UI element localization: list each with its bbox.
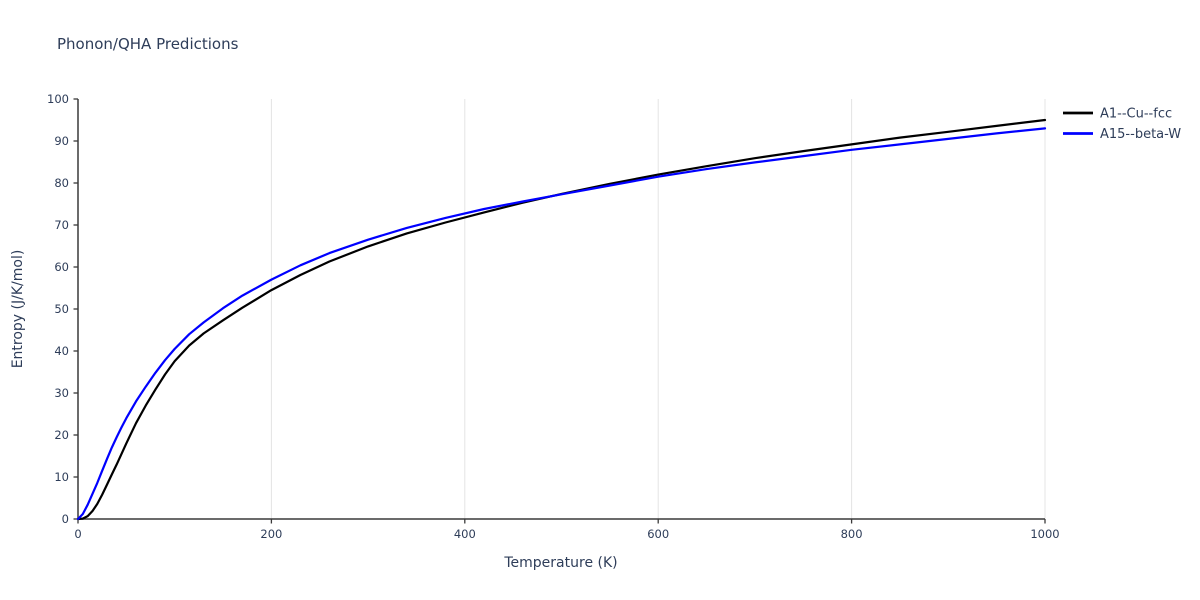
y-tick-label: 70 [54, 218, 69, 232]
y-tick-label: 30 [54, 386, 69, 400]
y-tick-label: 100 [47, 92, 69, 106]
y-tick-label: 40 [54, 344, 69, 358]
y-tick-label: 10 [54, 470, 69, 484]
x-axis-ticks: 0 200 400 600 800 1000 [74, 519, 1060, 541]
x-tick-label: 1000 [1030, 527, 1059, 541]
series-line-A1--Cu--fcc [76, 118, 1047, 521]
chart-title: Phonon/QHA Predictions [57, 35, 239, 53]
series-lines [76, 118, 1047, 521]
y-tick-label: 50 [54, 302, 69, 316]
x-tick-label: 0 [74, 527, 81, 541]
legend-label: A1--Cu--fcc [1100, 107, 1172, 122]
y-axis-ticks: 0 10 20 30 40 50 60 70 80 90 100 [47, 92, 78, 526]
y-tick-label: 0 [62, 512, 69, 526]
y-tick-label: 80 [54, 176, 69, 190]
y-tick-label: 20 [54, 428, 69, 442]
x-tick-label: 600 [647, 527, 669, 541]
legend: A1--Cu--fcc A15--beta-W [1063, 107, 1181, 142]
gridlines [270, 99, 1046, 519]
x-tick-label: 400 [454, 527, 476, 541]
y-tick-label: 60 [54, 260, 69, 274]
y-axis-label: Entropy (J/K/mol) [10, 250, 26, 369]
legend-label: A15--beta-W [1100, 127, 1181, 142]
series-line-A15--beta-W [76, 127, 1047, 521]
x-tick-label: 800 [841, 527, 863, 541]
x-axis-label: Temperature (K) [503, 555, 617, 571]
x-tick-label: 200 [260, 527, 282, 541]
y-tick-label: 90 [54, 134, 69, 148]
